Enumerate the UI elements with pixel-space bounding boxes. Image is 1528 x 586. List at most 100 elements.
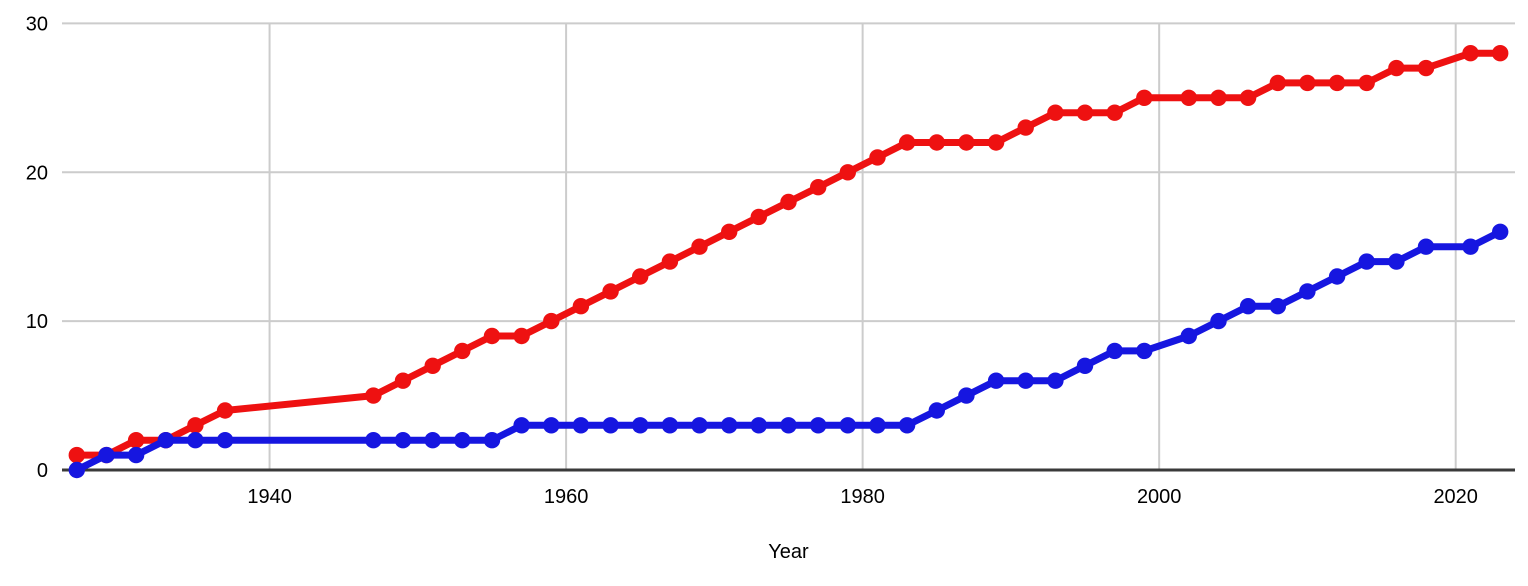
blue-series-point-1933	[157, 432, 174, 449]
blue-series-point-2002	[1180, 327, 1198, 345]
red-series-point-1961	[572, 298, 590, 315]
blue-series-point-1959	[543, 417, 560, 434]
blue-series-point-1967	[661, 417, 679, 434]
blue-series-point-1953	[454, 432, 471, 449]
red-series-point-1965	[632, 268, 649, 285]
blue-series-point-1995	[1076, 357, 1094, 374]
blue-series-point-2014	[1358, 253, 1375, 270]
blue-series-point-1979	[839, 417, 856, 434]
blue-series-point-1999	[1136, 342, 1153, 360]
blue-series-point-1991	[1017, 372, 1034, 389]
blue-series-point-1973	[750, 417, 767, 434]
blue-series-point-1929	[98, 446, 115, 464]
red-series-point-1937	[216, 402, 234, 419]
red-series-point-1995	[1076, 104, 1094, 121]
blue-series-point-1951	[424, 432, 441, 449]
red-series-point-1999	[1136, 89, 1153, 107]
y-tick-label-30: 30	[26, 13, 48, 35]
blue-series-point-2018	[1417, 238, 1435, 255]
red-series-point-2010	[1299, 74, 1316, 92]
blue-series-point-2012	[1328, 268, 1346, 285]
red-series-point-1977	[810, 179, 827, 196]
blue-series-point-1947	[365, 432, 382, 449]
red-series-point-2023	[1492, 45, 1509, 62]
blue-series-point-1971	[721, 417, 738, 434]
blue-series-line	[73, 228, 1504, 474]
blue-series-point-2023	[1492, 223, 1509, 240]
blue-series-point-1985	[928, 402, 945, 419]
blue-series-point-1949	[394, 432, 412, 449]
y-tick-label-20: 20	[26, 162, 48, 184]
blue-series-point-1957	[513, 417, 530, 434]
red-series-point-1935	[187, 417, 204, 434]
y-tick-label-10: 10	[26, 311, 48, 333]
red-series-point-2014	[1358, 74, 1375, 92]
x-tick-label-1960: 1960	[544, 486, 589, 508]
x-tick-label-1940: 1940	[247, 486, 292, 508]
blue-series-point-1977	[810, 417, 827, 434]
red-series-point-1959	[543, 312, 560, 330]
blue-series-point-2021	[1462, 238, 1479, 255]
blue-series-point-2006	[1239, 298, 1257, 315]
blue-series-point-1975	[780, 417, 797, 434]
blue-series-point-2008	[1269, 298, 1287, 315]
red-series-point-1957	[513, 327, 530, 345]
blue-series-point-1997	[1106, 342, 1123, 360]
blue-series-point-2010	[1299, 283, 1316, 300]
y-tick-label-0: 0	[37, 460, 48, 482]
red-series-point-2012	[1328, 74, 1346, 92]
red-series-line	[73, 49, 1504, 459]
red-series-point-1947	[365, 387, 382, 404]
red-series-point-1997	[1106, 104, 1123, 121]
red-series-point-2021	[1462, 45, 1479, 62]
red-series-point-1975	[780, 193, 797, 211]
red-series-point-1953	[454, 342, 471, 360]
red-series-point-1973	[750, 208, 767, 226]
blue-series-point-1989	[987, 372, 1005, 389]
red-series-point-1983	[898, 134, 916, 151]
red-series-point-2016	[1388, 59, 1405, 77]
red-series-point-1985	[928, 134, 945, 151]
blue-series-point-1937	[216, 432, 234, 449]
blue-series-point-1963	[602, 417, 619, 434]
red-series-point-1931	[127, 432, 145, 449]
red-series-point-1927	[68, 446, 86, 464]
red-series-point-1993	[1047, 104, 1064, 121]
blue-series-point-2016	[1388, 253, 1405, 270]
x-axis-title: Year	[768, 541, 809, 563]
red-series-point-1979	[839, 164, 856, 181]
red-series-point-2002	[1180, 89, 1198, 107]
x-tick-label-1980: 1980	[840, 486, 885, 508]
blue-series-point-1981	[869, 417, 886, 434]
red-series-point-1963	[602, 283, 619, 300]
blue-series-point-1965	[632, 417, 649, 434]
blue-series-point-1993	[1047, 372, 1064, 389]
blue-series-point-1931	[127, 446, 145, 464]
red-series-point-1955	[483, 327, 501, 345]
blue-series-point-1983	[898, 417, 916, 434]
red-series-point-1971	[721, 223, 738, 240]
blue-series-point-1955	[483, 432, 501, 449]
red-series-point-1989	[987, 134, 1005, 151]
blue-series-point-2004	[1210, 312, 1227, 330]
red-series-point-1951	[424, 357, 441, 374]
red-series-point-1987	[958, 134, 975, 151]
blue-series-point-1961	[572, 417, 590, 434]
red-series-point-1967	[661, 253, 679, 270]
red-series-point-2008	[1269, 74, 1287, 92]
blue-series-point-1969	[691, 417, 708, 434]
x-tick-label-2000: 2000	[1137, 486, 1182, 508]
red-series-point-1991	[1017, 119, 1034, 136]
red-series-point-1981	[869, 149, 886, 166]
red-series-point-2004	[1210, 89, 1227, 107]
red-series-point-1969	[691, 238, 708, 255]
x-tick-label-2020: 2020	[1433, 486, 1478, 508]
blue-series-point-1927	[68, 461, 86, 479]
red-series-point-1949	[394, 372, 412, 389]
red-series-point-2018	[1417, 59, 1435, 77]
blue-series-point-1987	[958, 387, 975, 404]
blue-series-point-1935	[187, 432, 204, 449]
red-series-point-2006	[1239, 89, 1257, 107]
